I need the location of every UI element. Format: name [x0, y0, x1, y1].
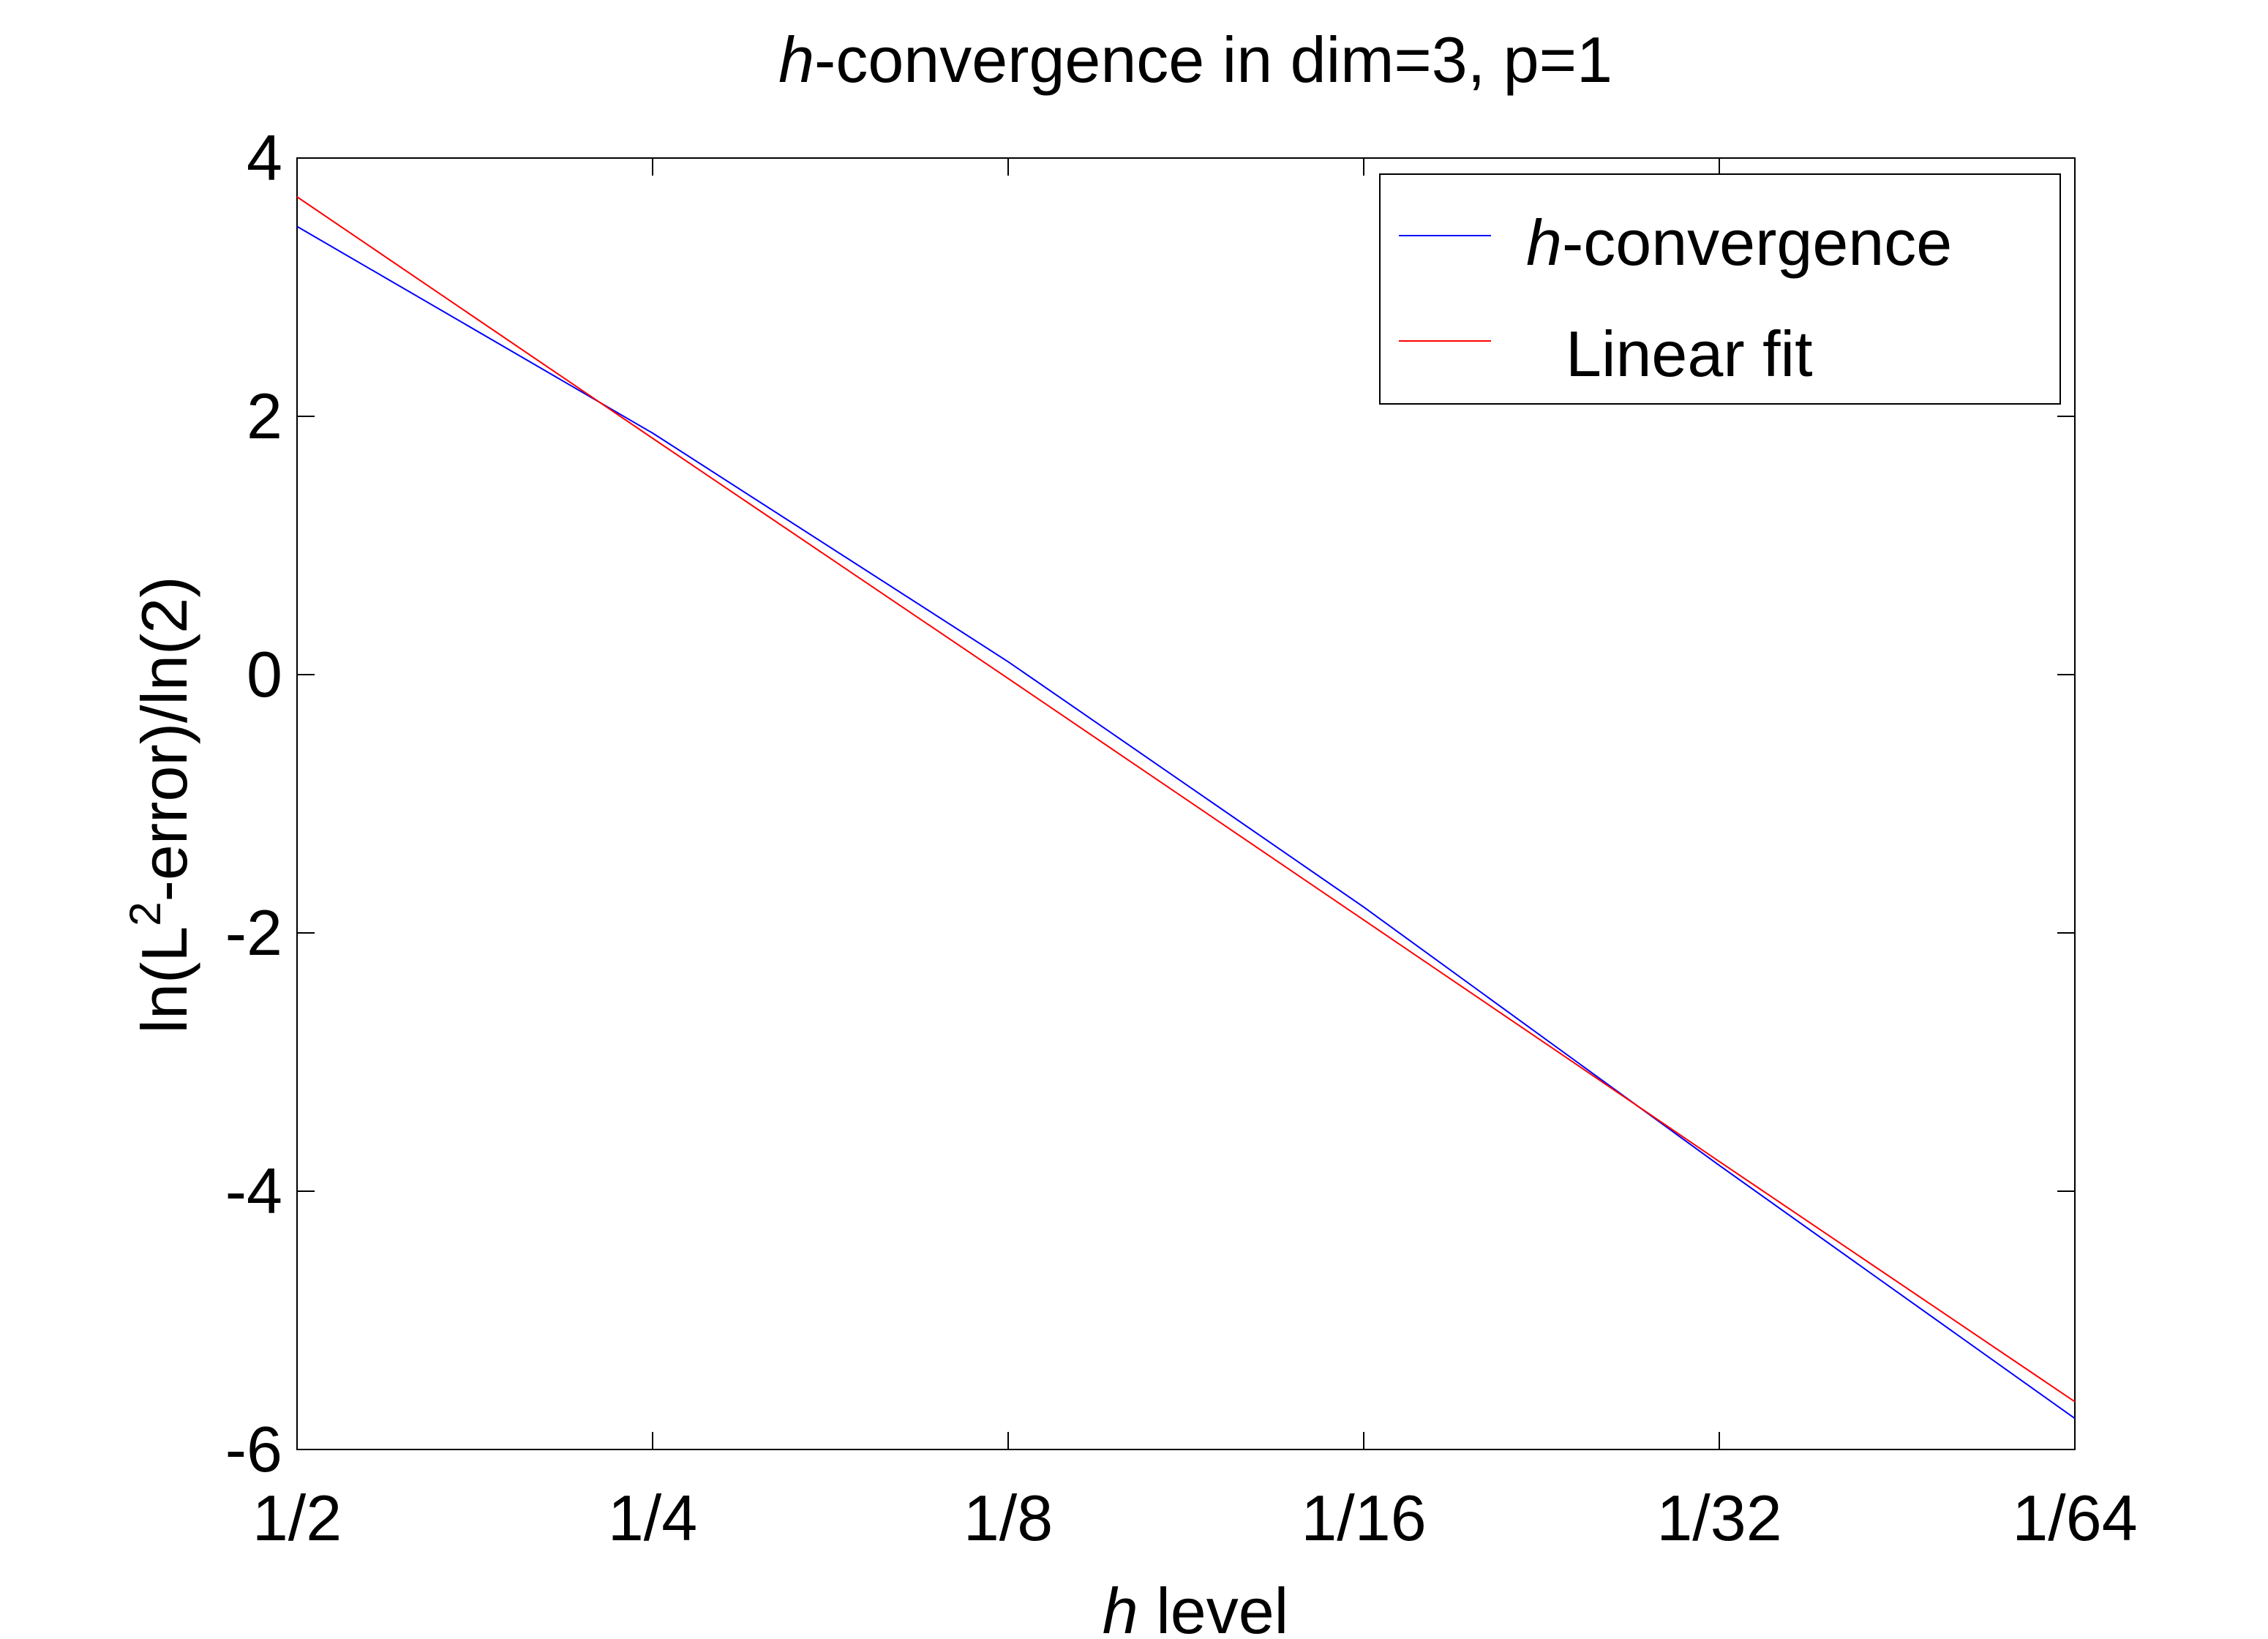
y-tick-label: -4: [225, 1155, 282, 1227]
x-tick-label: 1/16: [1301, 1482, 1426, 1554]
x-tick-label: 1/32: [1656, 1482, 1781, 1554]
y-tick-label: 4: [247, 121, 282, 194]
legend-box: [1379, 173, 2061, 405]
y-tick-label: 0: [247, 638, 282, 710]
x-tick-label: 1/2: [252, 1482, 342, 1554]
y-axis-label: ln(L2-error)/ln(2): [121, 576, 200, 1033]
y-tick-label: 2: [247, 380, 282, 452]
series-lines: [296, 196, 2076, 1419]
x-tick-label: 1/8: [964, 1482, 1053, 1554]
y-tick-label: -6: [225, 1413, 282, 1485]
axis-ticks: [296, 157, 2076, 1450]
x-tick-label: 1/4: [608, 1482, 697, 1554]
legend: h-convergence Linear fit: [1379, 173, 2061, 405]
x-tick-label: 1/64: [2012, 1482, 2137, 1554]
legend-label-linear-fit: Linear fit: [1566, 318, 1813, 390]
tick-labels: 1/2 1/4 1/8 1/16 1/32 1/64 4 2 0 -2 -4 -6: [225, 121, 2138, 1554]
series-line-linear-fit: [296, 196, 2076, 1403]
y-tick-label: -2: [225, 896, 282, 969]
chart-title: h-convergence in dim=3, p=1: [778, 23, 1612, 96]
x-axis-label: h level: [1103, 1575, 1288, 1639]
legend-label-h-convergence: h-convergence: [1526, 206, 1952, 279]
